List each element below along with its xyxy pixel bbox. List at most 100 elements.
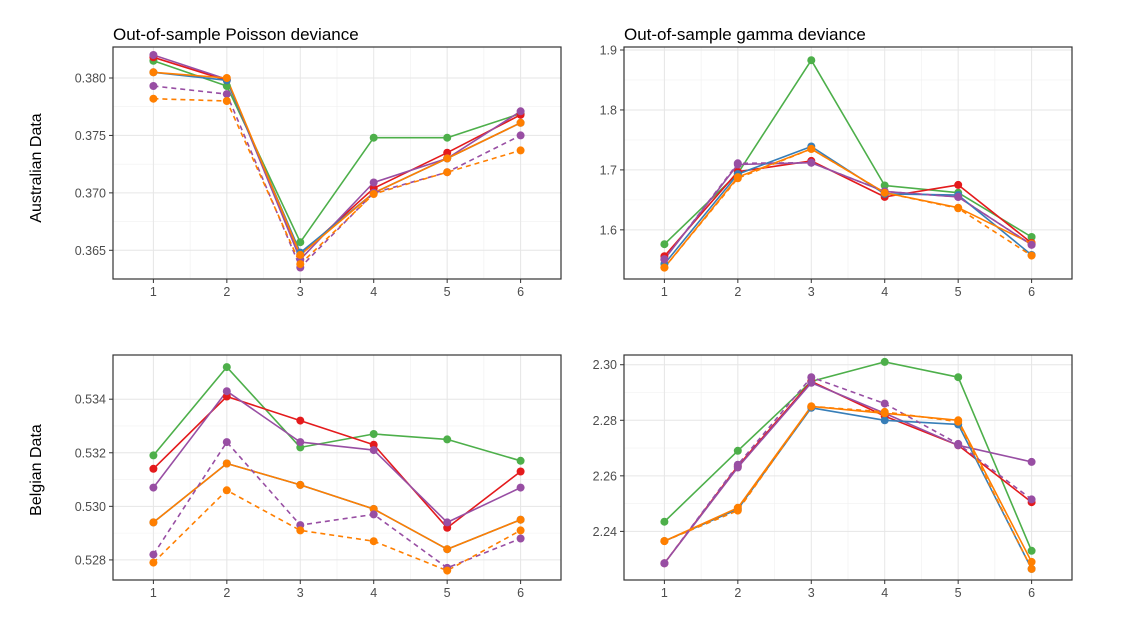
- panel-gamma-australian: 1 2 3 4 5 6 1.6 1.7 1.8 1.9: [600, 43, 1073, 299]
- data-point-6-3: [880, 407, 889, 416]
- data-point-4-0: [149, 68, 158, 77]
- data-point-0-5: [516, 456, 525, 465]
- data-point-6-1: [222, 486, 231, 495]
- x-tick-label: 1: [150, 586, 157, 600]
- data-point-6-0: [660, 263, 669, 272]
- data-point-2-2: [296, 438, 305, 447]
- series-line-5: [663, 161, 1033, 260]
- data-point-2-3: [369, 446, 378, 455]
- data-point-0-3: [369, 133, 378, 142]
- data-point-0-2: [807, 56, 816, 65]
- y-tick-label: 0.532: [75, 446, 106, 460]
- data-point-1-4: [954, 180, 963, 189]
- data-point-6-2: [296, 260, 305, 269]
- data-point-5-0: [660, 559, 669, 568]
- data-point-4-5: [516, 118, 525, 127]
- data-point-5-4: [954, 439, 963, 448]
- y-tick-label: 0.530: [75, 500, 106, 514]
- data-point-4-1: [222, 459, 231, 468]
- x-tick-label: 1: [661, 285, 668, 299]
- series-line-3: [664, 406, 1033, 570]
- data-point-2-5: [516, 107, 525, 116]
- data-point-2-4: [443, 518, 452, 527]
- data-point-0-4: [443, 435, 452, 444]
- data-point-4-4: [443, 545, 452, 554]
- x-tick-label: 6: [517, 586, 524, 600]
- panel-poisson-australian: 1 2 3 4 5 6 0.365 0.370 0.375 0.380: [75, 46, 562, 299]
- data-point-1-5: [516, 467, 525, 476]
- data-point-0-0: [660, 517, 669, 526]
- data-point-6-2: [296, 526, 305, 535]
- data-point-5-5: [1027, 240, 1036, 249]
- data-point-2-5: [1027, 457, 1036, 466]
- data-point-5-0: [149, 550, 158, 559]
- x-tick-label: 3: [808, 285, 815, 299]
- data-point-5-3: [880, 399, 889, 408]
- data-point-2-2: [807, 378, 816, 387]
- series-line-1: [663, 160, 1033, 257]
- data-point-0-1: [222, 363, 231, 372]
- x-tick-label: 3: [808, 586, 815, 600]
- x-tick-label: 3: [297, 285, 304, 299]
- data-point-6-3: [369, 190, 378, 198]
- y-tick-label: 2.26: [593, 469, 617, 483]
- data-point-1-4: [443, 148, 452, 157]
- data-point-5-1: [222, 90, 231, 99]
- data-point-5-0: [149, 82, 158, 90]
- data-point-0-0: [149, 451, 158, 460]
- data-point-5-2: [807, 158, 816, 167]
- data-point-2-0: [149, 483, 158, 492]
- y-tick-label: 1.8: [600, 103, 617, 117]
- panel-border: [623, 354, 1073, 581]
- data-point-5-2: [807, 373, 816, 382]
- x-tick-label: 2: [734, 586, 741, 600]
- data-point-6-5: [516, 526, 525, 535]
- data-point-6-1: [733, 174, 742, 183]
- y-tick-label: 0.534: [75, 393, 106, 407]
- data-point-6-3: [880, 188, 889, 197]
- data-point-6-0: [660, 537, 669, 546]
- panel-border: [112, 354, 562, 581]
- y-tick-label: 2.24: [593, 525, 617, 539]
- x-tick-label: 2: [223, 285, 230, 299]
- series-line-0: [153, 60, 521, 243]
- data-point-6-5: [1027, 564, 1036, 573]
- data-point-6-4: [443, 566, 452, 575]
- series-line-2: [152, 390, 521, 524]
- x-tick-label: 1: [150, 285, 157, 299]
- data-point-6-5: [1027, 251, 1036, 260]
- series-line-0: [663, 361, 1033, 552]
- x-tick-label: 5: [444, 586, 451, 600]
- data-point-6-4: [954, 417, 963, 426]
- data-point-6-4: [954, 204, 963, 213]
- data-point-0-3: [369, 430, 378, 438]
- panel-poisson-belgian: 1 2 3 4 5 6 0.528 0.530 0.532 0.534: [75, 354, 562, 600]
- data-point-6-0: [149, 558, 158, 567]
- y-tick-label: 0.370: [75, 186, 106, 200]
- data-point-2-5: [516, 483, 525, 492]
- y-tick-label: 2.30: [593, 358, 617, 372]
- y-tick-label: 0.365: [75, 244, 106, 258]
- row-label-australian: Australian Data: [28, 113, 45, 222]
- data-point-6-5: [516, 146, 525, 155]
- panel-gamma-belgian: 1 2 3 4 5 6 2.24 2.26 2.28 2.30: [593, 354, 1073, 600]
- series-line-6: [663, 148, 1033, 269]
- series-line-6: [152, 489, 521, 572]
- data-point-6-2: [807, 144, 816, 153]
- panel-title-gamma: Out-of-sample gamma deviance: [624, 25, 866, 44]
- panel-border: [623, 46, 1073, 280]
- data-point-0-4: [443, 133, 452, 142]
- data-point-5-3: [369, 510, 378, 519]
- x-tick-label: 4: [370, 586, 377, 600]
- data-point-1-2: [296, 416, 305, 425]
- data-point-4-5: [1027, 557, 1036, 566]
- panel-title-poisson: Out-of-sample Poisson deviance: [113, 25, 359, 44]
- x-tick-label: 6: [517, 285, 524, 299]
- series-line-5: [663, 376, 1033, 564]
- y-tick-label: 1.6: [600, 223, 617, 237]
- data-point-2-3: [369, 178, 378, 187]
- y-tick-label: 0.375: [75, 129, 106, 143]
- data-point-2-1: [222, 387, 231, 396]
- data-point-3-3: [880, 416, 889, 425]
